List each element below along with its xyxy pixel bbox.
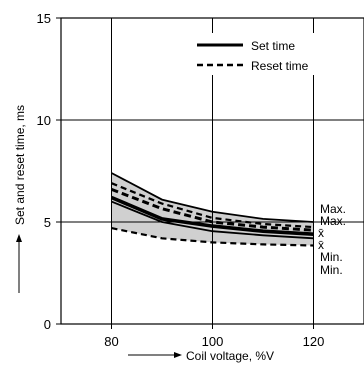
x-tick-label-100: 100	[202, 334, 224, 349]
x-tick-label-120: 120	[303, 334, 325, 349]
x-axis-arrow-head	[174, 352, 182, 358]
series-line-3	[111, 182, 314, 229]
y-axis-label-group: Set and reset time, ms	[13, 105, 27, 293]
series-line-2	[111, 200, 314, 240]
annotation-mean-2: x̄	[318, 238, 324, 252]
annotation-max-set: Max.	[320, 202, 346, 216]
series-line-4	[110, 187, 314, 232]
y-tick-label-5: 5	[44, 215, 51, 230]
tick-layer: 80 100 120 0 5 10 15	[37, 11, 325, 349]
x-axis-label: Coil voltage, %V	[186, 349, 274, 363]
legend: Set time Reset time	[188, 33, 315, 75]
series-line-1	[110, 195, 314, 236]
legend-set-time-label: Set time	[251, 39, 295, 53]
y-tick-label-0: 0	[44, 317, 51, 332]
curve-annotations: Max. Max. x̄ x̄ Min. Min.	[318, 202, 346, 277]
series-line-0	[111, 172, 314, 223]
series-line-5	[111, 227, 314, 247]
x-tick-label-80: 80	[104, 334, 118, 349]
series-layer	[110, 172, 314, 247]
y-tick-label-15: 15	[37, 11, 51, 26]
legend-background	[188, 33, 315, 75]
legend-reset-time-label: Reset time	[251, 59, 309, 73]
y-axis-arrow-head	[16, 234, 22, 242]
annotation-min-reset: Min.	[320, 263, 343, 277]
annotation-max-reset: Max.	[320, 214, 346, 228]
annotation-mean-1: x̄	[318, 226, 324, 240]
annotation-min-set: Min.	[320, 250, 343, 264]
x-axis-label-group: Coil voltage, %V	[128, 349, 274, 363]
y-tick-label-10: 10	[37, 113, 51, 128]
y-axis-label: Set and reset time, ms	[13, 105, 27, 225]
